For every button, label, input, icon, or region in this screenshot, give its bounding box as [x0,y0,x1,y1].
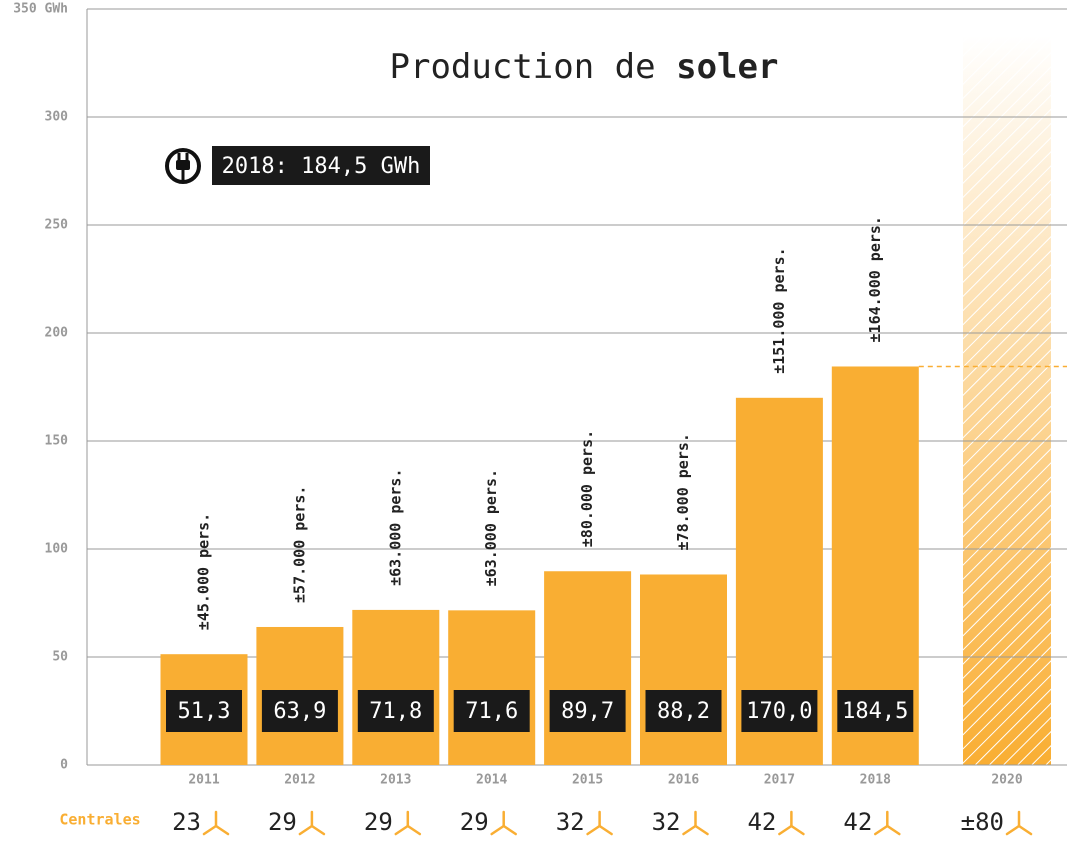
value-label: 71,6 [465,699,518,724]
value-label-box [261,690,338,732]
x-tick-label: 2020 [991,773,1022,788]
annotation: ±164.000 pers. [866,216,884,342]
y-tick-label: 50 [52,650,68,665]
value-label: 170,0 [746,699,812,724]
centrales-count: 29 [364,808,393,836]
turbine-blade [694,824,709,836]
y-tick-label: 350 GWh [13,2,68,17]
turbine-blade [1005,824,1021,836]
y-tick-label: 100 [45,542,69,557]
value-label-box [645,690,722,732]
turbine-blade [406,824,422,836]
turbine-icon [202,810,230,836]
turbine-blade [310,824,326,836]
turbine-blade [502,824,517,836]
centrales-count: 42 [747,808,776,836]
annotation: ±78.000 pers. [674,433,692,550]
turbine-icon [490,810,517,836]
turbine-blade [778,824,793,836]
turbine-blade [298,824,314,836]
turbine-icon [874,810,901,836]
annotation: ±63.000 pers. [386,469,404,586]
value-label-box [357,690,434,732]
value-label-box [166,690,242,732]
x-tick-label: 2014 [476,773,507,788]
x-tick-label: 2017 [764,773,795,788]
turbine-icon [1005,810,1033,836]
turbine-icon [586,810,613,836]
turbine-blade [790,824,805,836]
value-label: 71,8 [369,699,422,724]
chart-title: Production de soler [390,47,779,87]
value-label: 89,7 [561,699,614,724]
centrales-count: 29 [460,808,489,836]
annotation: ±63.000 pers. [482,469,500,586]
x-tick-label: 2011 [188,773,219,788]
centrales-count: 42 [843,808,872,836]
turbine-blade [874,824,889,836]
bar [640,574,727,765]
y-tick-label: 150 [45,434,69,449]
turbine-blade [586,824,601,836]
value-label-box [453,690,530,732]
bar [544,571,632,765]
centrales-count: 23 [172,808,201,836]
value-label: 184,5 [842,699,908,724]
turbine-blade [886,824,901,836]
centrales-count: 32 [652,808,681,836]
turbine-icon [778,810,805,836]
turbine-icon [394,810,422,836]
x-tick-label: 2016 [668,773,699,788]
annotation: ±57.000 pers. [290,486,308,603]
turbine-blade [394,824,410,836]
y-tick-label: 250 [45,218,69,233]
annotation: ±45.000 pers. [195,513,213,630]
callout-box [212,146,430,185]
centrales-label: Centrales [59,811,140,829]
annotation: ±151.000 pers. [770,247,788,373]
x-tick-label: 2015 [572,773,603,788]
centrales-count: ±80 [961,808,1004,836]
projection-hatch [963,35,1051,765]
turbine-blade [598,824,613,836]
y-tick-label: 0 [60,758,68,773]
value-label: 51,3 [178,699,231,724]
y-tick-label: 300 [45,110,69,125]
turbine-blade [490,824,505,836]
x-tick-label: 2013 [380,773,411,788]
turbine-blade [1017,824,1033,836]
turbine-blade [682,824,697,836]
turbine-icon [298,810,326,836]
value-label: 88,2 [657,699,710,724]
centrales-count: 32 [556,808,585,836]
turbine-blade [214,824,230,836]
centrales-count: 29 [268,808,297,836]
bar [352,609,440,765]
value-label-box [549,690,626,732]
value-label-box [741,690,818,732]
callout: 2018: 184,5 GWh [222,154,421,179]
y-tick-label: 200 [45,326,69,341]
annotation: ±80.000 pers. [578,430,596,547]
turbine-blade [202,824,218,836]
plug-icon [165,148,201,184]
x-tick-label: 2018 [860,773,891,788]
turbine-icon [682,810,709,836]
value-label: 63,9 [273,699,326,724]
bar [448,610,536,765]
value-label-box [837,690,914,732]
x-tick-label: 2012 [284,773,315,788]
